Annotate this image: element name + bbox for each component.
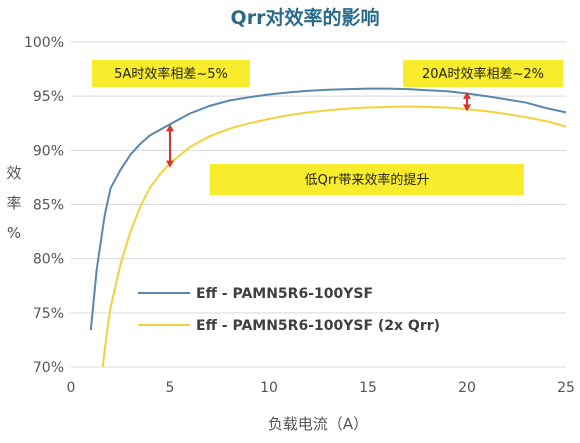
- y-tick-label: 90%: [33, 143, 64, 159]
- legend-label-2: Eff - PAMN5R6-100YSF (2x Qrr): [196, 318, 440, 334]
- note-5a: 5A时效率相差~5%: [114, 66, 228, 82]
- y-tick-label: 70%: [33, 360, 64, 376]
- note-20a: 20A时效率相差~2%: [422, 66, 544, 82]
- arrow-head-top-2: [463, 91, 471, 99]
- y-tick-labels: 70% 75% 80% 85% 90% 95% 100%: [24, 35, 64, 376]
- x-tick-label: 5: [166, 380, 175, 396]
- arrow-head-top-1: [166, 124, 174, 132]
- x-tick-label: 15: [359, 380, 377, 396]
- difference-arrows: [166, 91, 471, 168]
- arrow-head-bottom-2: [463, 104, 471, 112]
- x-tick-label: 25: [557, 380, 575, 396]
- note-box-low-qrr: [210, 164, 524, 195]
- x-tick-label: 20: [458, 380, 476, 396]
- y-axis-label-1: 效: [6, 164, 21, 182]
- y-tick-label: 80%: [33, 252, 64, 268]
- x-tick-labels: 0 5 10 15 20 25: [67, 380, 575, 396]
- y-axis-label-3: %: [7, 224, 21, 242]
- legend-label-1: Eff - PAMN5R6-100YSF: [196, 286, 373, 302]
- y-tick-label: 95%: [33, 89, 64, 105]
- y-tick-label: 75%: [33, 306, 64, 322]
- x-axis-label: 负载电流（A）: [268, 415, 368, 433]
- chart-title: Qrr对效率的影响: [231, 6, 380, 29]
- arrow-head-bottom-1: [166, 160, 174, 168]
- note-box-5a: [92, 60, 250, 87]
- y-axis-label-2: 率: [6, 194, 21, 212]
- y-tick-label: 100%: [24, 35, 64, 51]
- series-lines: [89, 87, 567, 368]
- series-line-1: [89, 87, 567, 331]
- gridlines: [71, 41, 566, 368]
- series-line-2: [101, 105, 567, 368]
- x-tick-label: 0: [67, 380, 76, 396]
- note-box-20a: [403, 60, 563, 87]
- note-low-qrr: 低Qrr带来效率的提升: [305, 172, 430, 188]
- legend: Eff - PAMN5R6-100YSF Eff - PAMN5R6-100YS…: [138, 286, 440, 334]
- y-tick-label: 85%: [33, 198, 64, 214]
- x-tick-label: 10: [260, 380, 278, 396]
